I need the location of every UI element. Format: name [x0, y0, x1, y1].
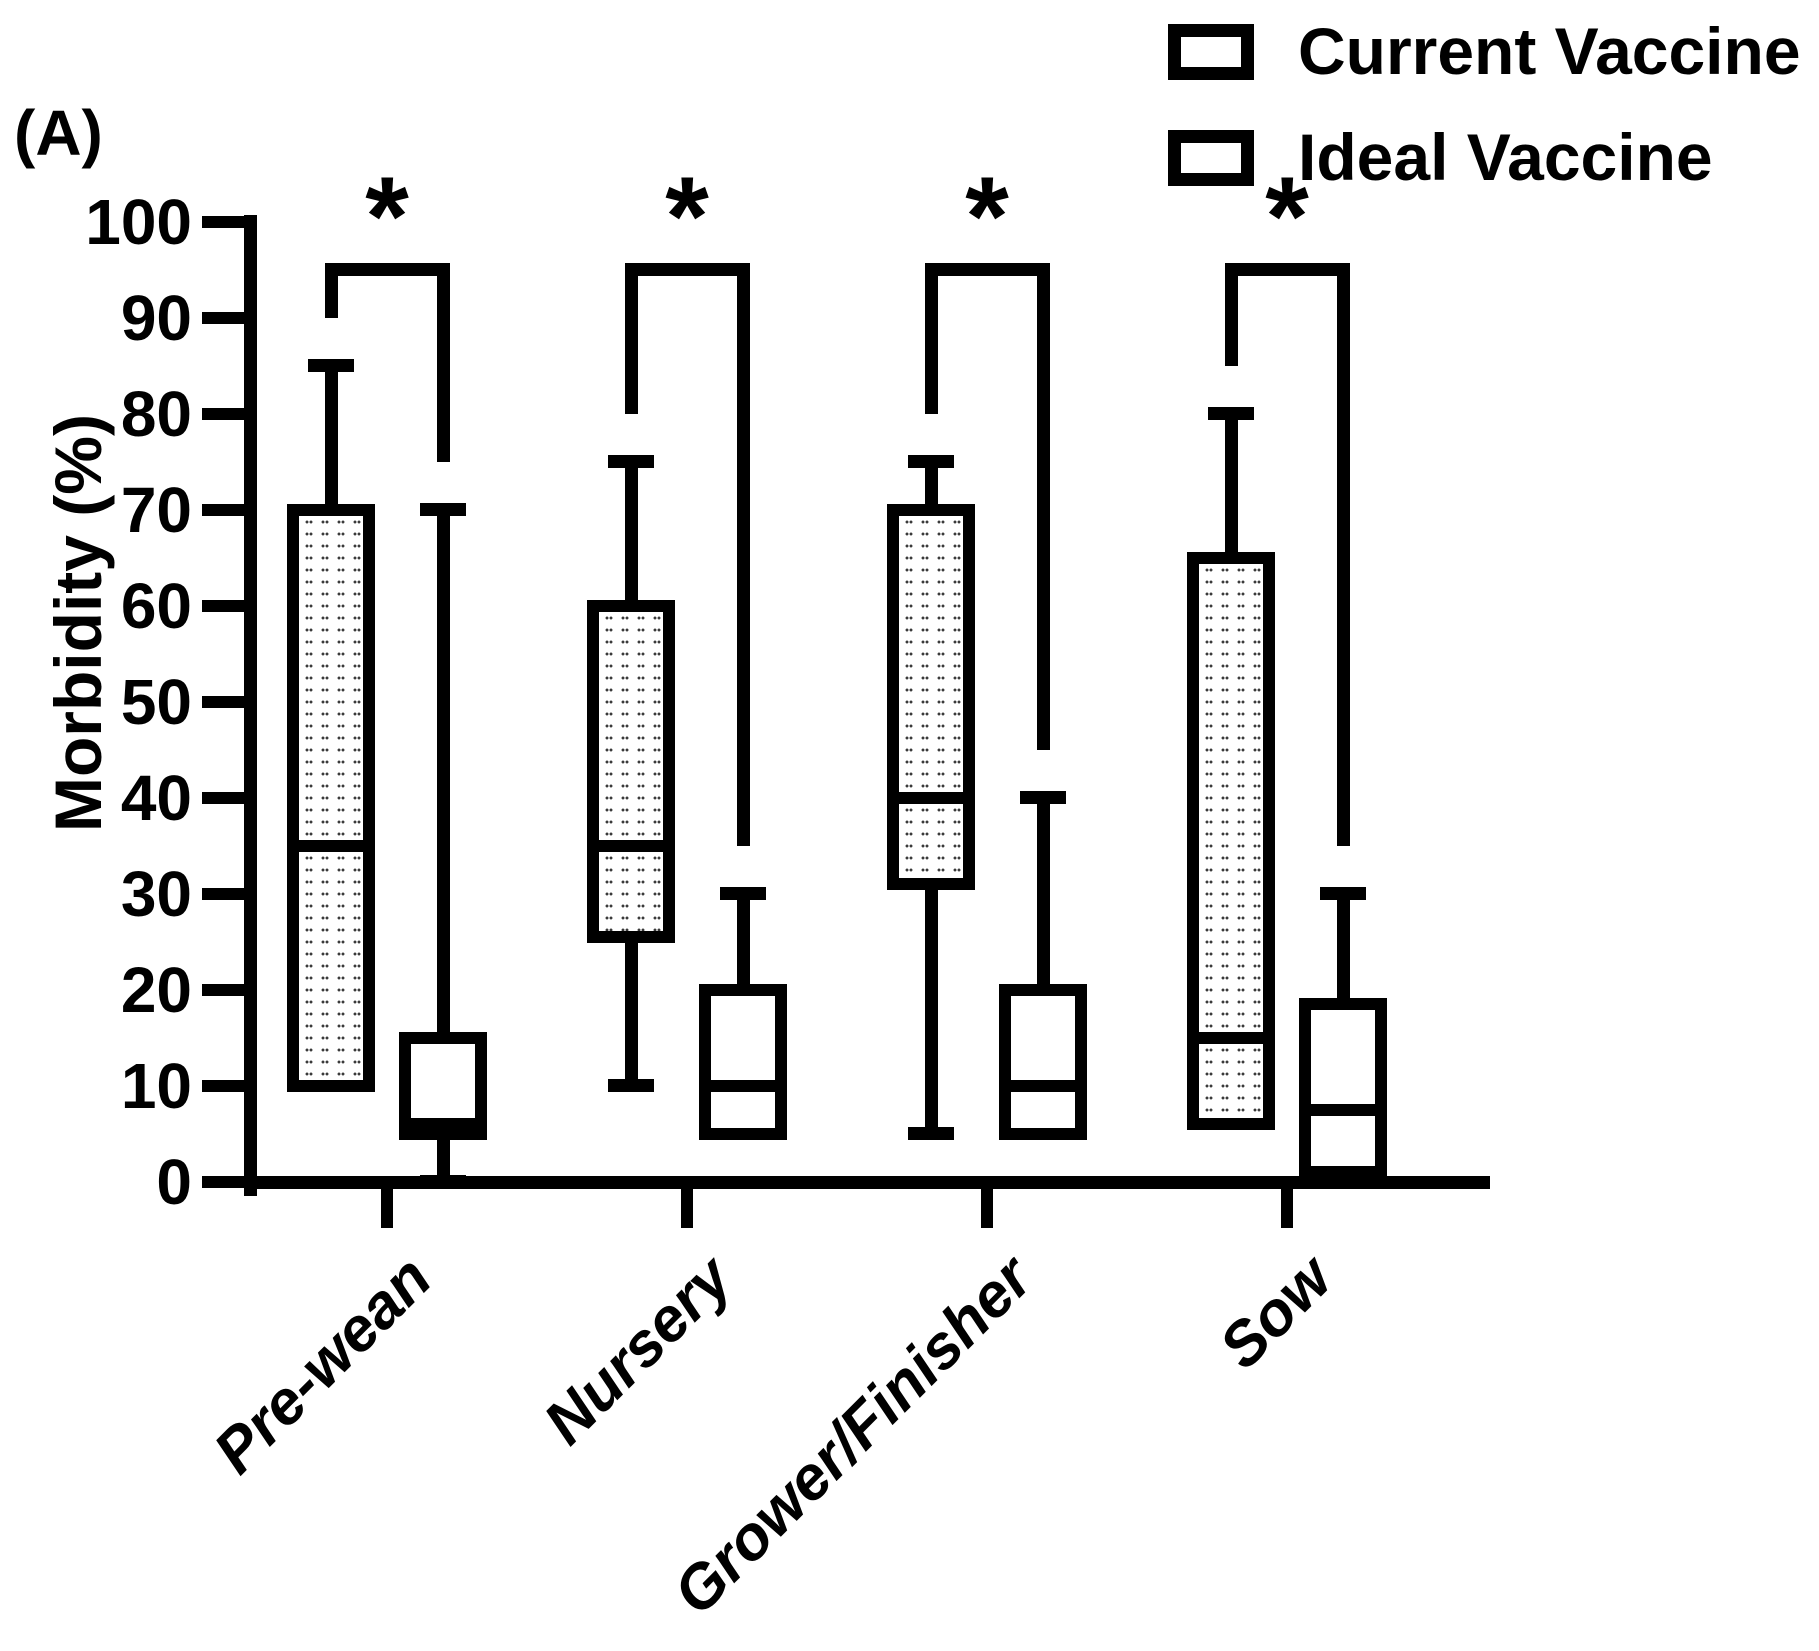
x-axis-line — [244, 1176, 1490, 1189]
y-tick — [202, 1176, 257, 1188]
x-tick — [681, 1188, 693, 1228]
box-current-vaccine-pre-wean — [287, 504, 375, 1092]
whisker-cap-lower-current-vaccine-grower-finisher — [908, 1127, 954, 1140]
legend-label: Ideal Vaccine — [1298, 120, 1713, 194]
whisker-cap-upper-current-vaccine-pre-wean — [308, 359, 354, 372]
median-current-vaccine-grower-finisher — [887, 792, 975, 804]
whisker-cap-upper-current-vaccine-grower-finisher — [908, 455, 954, 468]
whisker-upper-current-vaccine-grower-finisher — [925, 462, 938, 516]
y-tick-label: 80 — [120, 378, 192, 450]
y-tick — [202, 1080, 257, 1092]
x-category-label-nursery: Nursery — [530, 1243, 745, 1458]
median-ideal-vaccine-pre-wean — [399, 1118, 487, 1131]
median-current-vaccine-pre-wean — [287, 840, 375, 852]
significance-asterisk-sow: * — [1265, 154, 1309, 279]
y-tick — [202, 504, 257, 516]
y-tick — [202, 600, 257, 612]
whisker-upper-ideal-vaccine-grower-finisher — [1037, 798, 1050, 996]
sig-bracket-bar-pre-wean — [325, 263, 450, 276]
y-tick — [202, 216, 257, 228]
sig-bracket-right-arm-grower-finisher — [1037, 263, 1050, 750]
whisker-upper-ideal-vaccine-sow — [1337, 894, 1350, 1011]
whisker-upper-current-vaccine-sow — [1225, 414, 1238, 564]
ideal-vaccine-swatch-icon — [1168, 130, 1254, 186]
sig-bracket-right-arm-sow — [1337, 263, 1350, 846]
box-ideal-vaccine-nursery — [699, 984, 787, 1140]
y-tick-label: 60 — [120, 570, 192, 642]
median-ideal-vaccine-sow — [1299, 1104, 1387, 1116]
y-tick — [202, 984, 257, 996]
median-ideal-vaccine-grower-finisher — [999, 1080, 1087, 1092]
whisker-upper-ideal-vaccine-nursery — [737, 894, 750, 996]
x-tick — [981, 1188, 993, 1228]
y-tick-label: 100 — [85, 186, 192, 258]
y-tick-label: 50 — [120, 666, 192, 738]
sig-bracket-left-arm-grower-finisher — [925, 263, 938, 414]
whisker-cap-upper-current-vaccine-sow — [1208, 407, 1254, 420]
box-current-vaccine-sow — [1187, 552, 1275, 1131]
y-tick-label: 10 — [120, 1050, 192, 1122]
significance-asterisk-pre-wean: * — [365, 154, 409, 279]
box-ideal-vaccine-grower-finisher — [999, 984, 1087, 1140]
whisker-cap-upper-ideal-vaccine-sow — [1320, 887, 1366, 900]
y-tick — [202, 696, 257, 708]
y-tick — [202, 888, 257, 900]
whisker-cap-upper-ideal-vaccine-grower-finisher — [1020, 791, 1066, 804]
x-tick — [1281, 1188, 1293, 1228]
sig-bracket-right-arm-pre-wean — [437, 263, 450, 462]
whisker-upper-current-vaccine-pre-wean — [325, 366, 338, 516]
significance-asterisk-grower-finisher: * — [965, 154, 1009, 279]
box-current-vaccine-grower-finisher — [887, 504, 975, 891]
whisker-cap-upper-current-vaccine-nursery — [608, 455, 654, 468]
y-tick-label: 20 — [120, 954, 192, 1026]
whisker-cap-lower-current-vaccine-nursery — [608, 1079, 654, 1092]
y-tick-label: 0 — [156, 1146, 192, 1218]
x-category-label-sow: Sow — [1206, 1243, 1345, 1383]
sig-bracket-bar-sow — [1225, 263, 1350, 276]
whisker-cap-upper-ideal-vaccine-pre-wean — [420, 503, 466, 516]
median-current-vaccine-sow — [1187, 1032, 1275, 1044]
whisker-cap-lower-ideal-vaccine-pre-wean — [420, 1175, 466, 1188]
y-tick-label: 30 — [120, 858, 192, 930]
y-tick-label: 70 — [120, 474, 192, 546]
y-tick — [202, 312, 257, 324]
box-current-vaccine-nursery — [587, 600, 675, 944]
panel-label: (A) — [14, 97, 103, 169]
significance-asterisk-nursery: * — [665, 154, 709, 279]
sig-bracket-left-arm-nursery — [625, 263, 638, 414]
sig-bracket-left-arm-pre-wean — [325, 263, 338, 318]
whisker-lower-ideal-vaccine-pre-wean — [437, 1128, 450, 1182]
y-tick-label: 90 — [120, 282, 192, 354]
sig-bracket-bar-nursery — [625, 263, 750, 276]
x-category-label-pre-wean: Pre-wean — [201, 1243, 445, 1487]
sig-bracket-right-arm-nursery — [737, 263, 750, 846]
x-tick — [381, 1188, 393, 1228]
y-tick — [202, 792, 257, 804]
sig-bracket-left-arm-sow — [1225, 263, 1238, 366]
box-ideal-vaccine-sow — [1299, 998, 1387, 1179]
legend-label: Current Vaccine — [1298, 14, 1801, 88]
whisker-upper-ideal-vaccine-pre-wean — [437, 510, 450, 1044]
whisker-lower-current-vaccine-nursery — [625, 931, 638, 1086]
sig-bracket-bar-grower-finisher — [925, 263, 1050, 276]
y-tick — [202, 408, 257, 420]
whisker-cap-upper-ideal-vaccine-nursery — [720, 887, 766, 900]
whisker-upper-current-vaccine-nursery — [625, 462, 638, 612]
y-tick-label: 40 — [120, 762, 192, 834]
median-current-vaccine-nursery — [587, 840, 675, 852]
median-ideal-vaccine-nursery — [699, 1080, 787, 1092]
whisker-lower-current-vaccine-grower-finisher — [925, 878, 938, 1134]
current-vaccine-swatch-icon — [1168, 24, 1254, 80]
